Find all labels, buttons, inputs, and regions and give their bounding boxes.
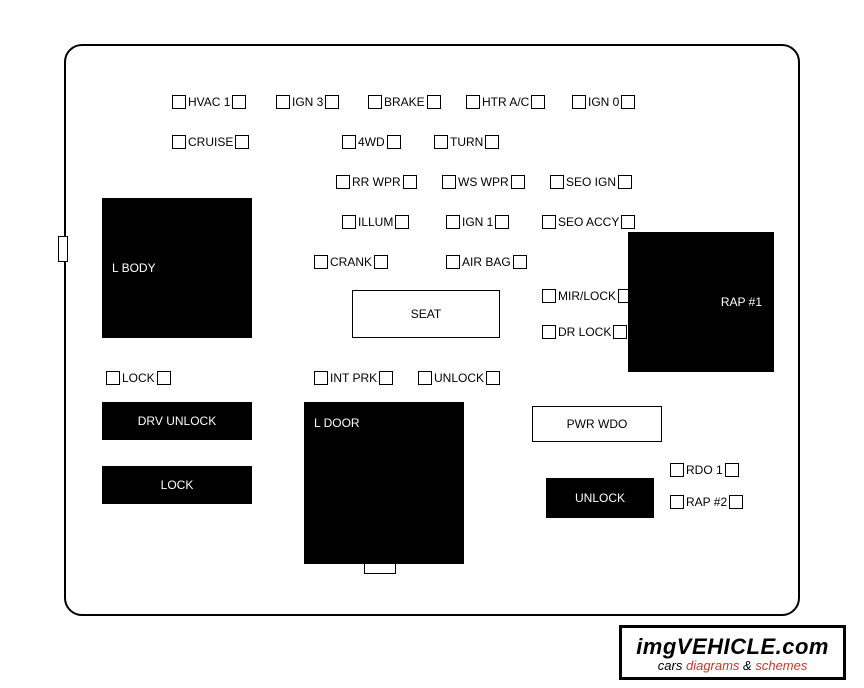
fuse-ign1: IGN 1 xyxy=(446,214,509,230)
panel-tab-left xyxy=(58,236,68,262)
box-pwrwdo: PWR WDO xyxy=(532,406,662,442)
fuse-airbag: AIR BAG xyxy=(446,254,527,270)
fuse-turn: TURN xyxy=(434,134,499,150)
watermark-title: imgVEHICLE.com xyxy=(636,634,829,660)
fuse-illum: ILLUM xyxy=(342,214,409,230)
block-unlock: UNLOCK xyxy=(546,478,654,518)
block-drv-unlock: DRV UNLOCK xyxy=(102,402,252,440)
fuse-rrwpr: RR WPR xyxy=(336,174,417,190)
fuse-panel: HVAC 1 IGN 3 BRAKE HTR A/C IGN 0 CRUISE … xyxy=(64,44,800,616)
fuse-drlock: DR LOCK xyxy=(542,324,627,340)
fuse-rdo1: RDO 1 xyxy=(670,462,739,478)
box-seat: SEAT xyxy=(352,290,500,338)
fuse-unlock-small: UNLOCK xyxy=(418,370,500,386)
watermark: imgVEHICLE.com cars diagrams & schemes xyxy=(619,625,846,680)
fuse-brake: BRAKE xyxy=(368,94,441,110)
fuse-lock: LOCK xyxy=(106,370,171,386)
block-lbody: L BODY xyxy=(102,198,252,338)
fuse-crank: CRANK xyxy=(314,254,388,270)
fuse-seoign: SEO IGN xyxy=(550,174,632,190)
watermark-subtitle: cars diagrams & schemes xyxy=(636,658,829,673)
fuse-seoaccy: SEO ACCY xyxy=(542,214,635,230)
fuse-rap2: RAP #2 xyxy=(670,494,743,510)
fuse-htrac: HTR A/C xyxy=(466,94,545,110)
block-ldoor: L DOOR xyxy=(304,402,464,564)
block-rap1: RAP #1 xyxy=(628,232,774,372)
fuse-intprk: INT PRK xyxy=(314,370,393,386)
fuse-ign0: IGN 0 xyxy=(572,94,635,110)
fuse-cruise: CRUISE xyxy=(172,134,249,150)
fuse-ign3: IGN 3 xyxy=(276,94,339,110)
fuse-mirlock: MIR/LOCK xyxy=(542,288,632,304)
fuse-wswpr: WS WPR xyxy=(442,174,525,190)
fuse-hvac1: HVAC 1 xyxy=(172,94,246,110)
fuse-4wd: 4WD xyxy=(342,134,401,150)
block-lock: LOCK xyxy=(102,466,252,504)
